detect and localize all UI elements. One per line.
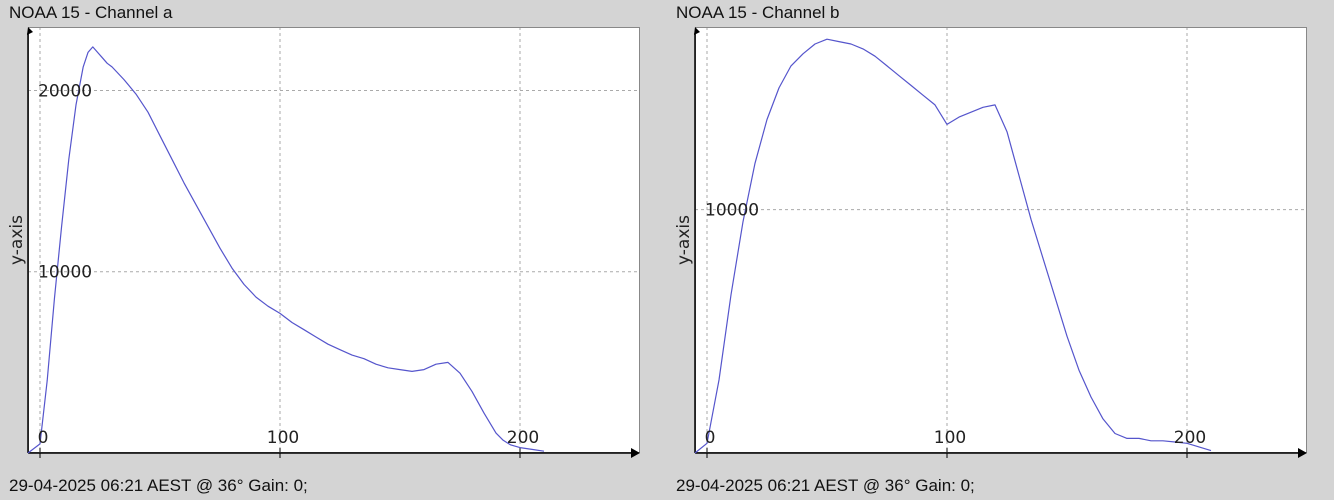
y-tick-label: 10000: [38, 263, 92, 283]
y-tick-label: 10000: [705, 201, 759, 221]
chart-plot: 0 100 200 10000 y-axis: [674, 27, 1307, 458]
x-axis-arrow: [631, 448, 640, 458]
y-axis-arrow: [694, 27, 700, 35]
plot-area: [695, 27, 1307, 453]
x-tick-label: 200: [507, 428, 539, 448]
y-axis-arrow: [27, 27, 33, 35]
chart-plot: 0 100 200 10000 20000 y-axis: [7, 27, 640, 458]
chart-panel-a: NOAA 15 - Channel a 0 100 200 10000 20000 y-a…: [7, 3, 640, 495]
chart-panel-b: NOAA 15 - Channel b 0 100 200 10000 y-axis 2…: [667, 0, 1334, 500]
x-tick-label: 100: [934, 428, 966, 448]
series-line: [27, 46, 545, 454]
status-footer: 29-04-2025 06:21 AEST @ 36° Gain: 0;: [9, 476, 308, 495]
plot-area: [28, 27, 640, 453]
x-tick-label: 0: [38, 428, 49, 448]
x-tick-label: 100: [267, 428, 299, 448]
series-line: [694, 38, 1212, 454]
y-tick-label: 20000: [38, 81, 92, 101]
chart-title: NOAA 15 - Channel a: [9, 3, 173, 22]
x-axis-arrow: [1298, 448, 1307, 458]
y-axis-label: y-axis: [674, 215, 694, 265]
x-tick-label: 0: [705, 428, 716, 448]
x-tick-label: 200: [1174, 428, 1206, 448]
y-axis-label: y-axis: [7, 215, 27, 265]
chart-title: NOAA 15 - Channel b: [676, 3, 840, 22]
status-footer: 29-04-2025 06:21 AEST @ 36° Gain: 0;: [676, 476, 975, 495]
